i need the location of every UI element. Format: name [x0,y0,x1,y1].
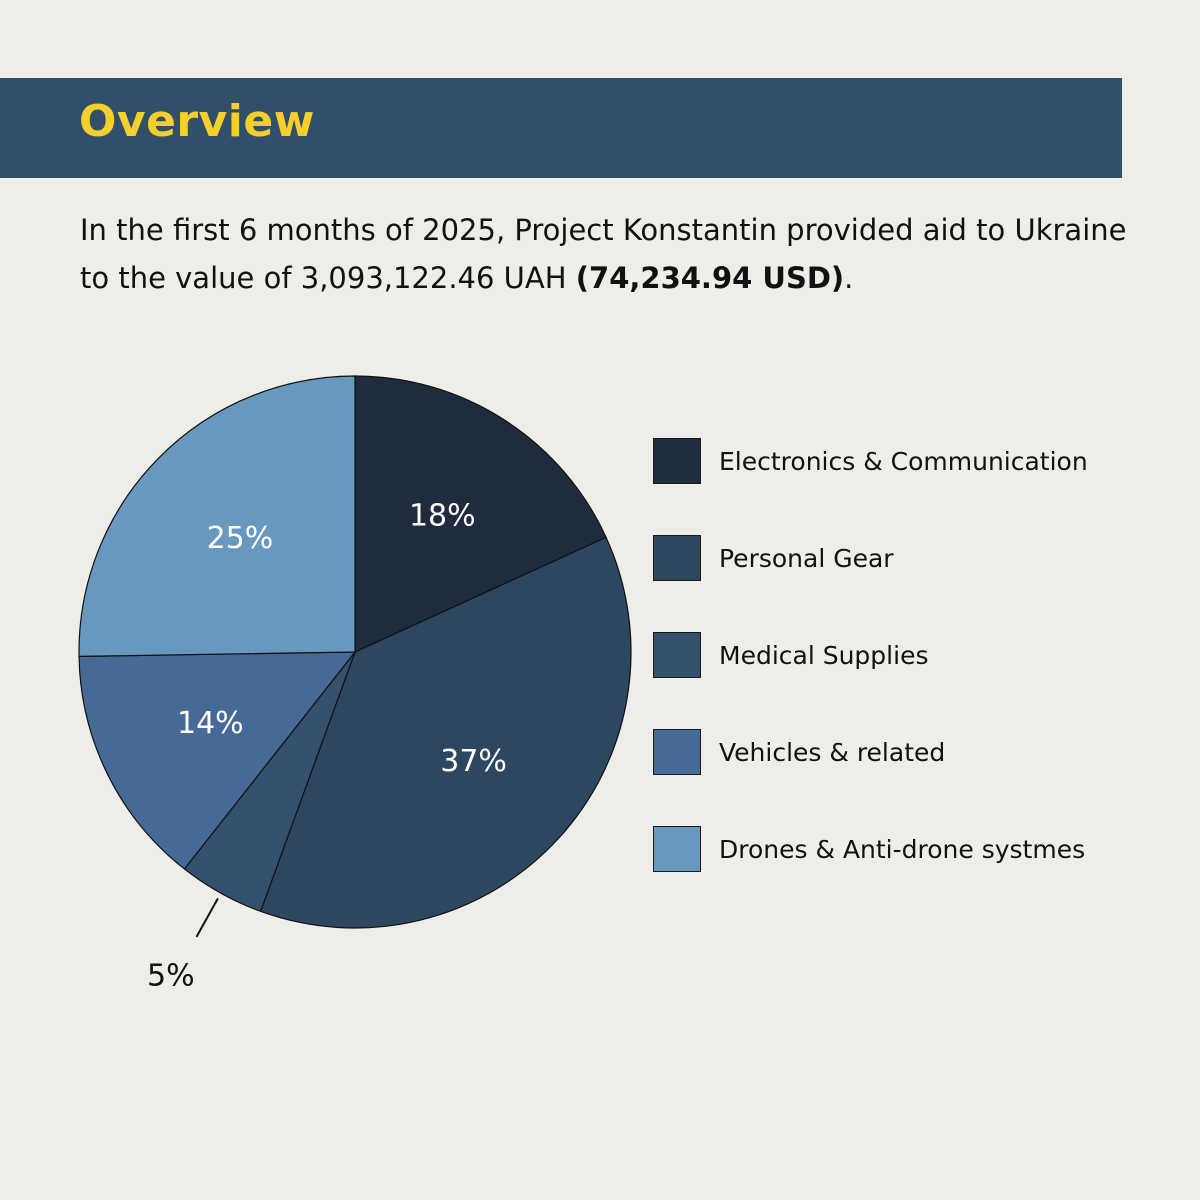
legend-item-0: Electronics & Communication [653,437,1088,485]
chart-legend: Electronics & Communication Personal Gear… [653,437,1088,922]
legend-label-1: Personal Gear [719,543,894,573]
pie-leader-line-2 [195,897,219,938]
legend-label-4: Drones & Anti-drone systmes [719,834,1086,864]
pie-label-0: 18% [409,499,476,534]
pie-slice-3 [78,651,357,870]
legend-swatch-1 [653,535,701,581]
legend-label-3: Vehicles & related [719,737,946,767]
intro-text: In the first 6 months of 2025, Project K… [80,206,1140,302]
legend-swatch-3 [653,729,701,775]
legend-item-1: Personal Gear [653,534,1088,582]
legend-item-4: Drones & Anti-drone systmes [653,825,1088,873]
pie-slice-0 [354,375,607,653]
legend-item-3: Vehicles & related [653,728,1088,776]
pie-label-4: 25% [207,521,274,556]
legend-swatch-0 [653,438,701,484]
legend-swatch-2 [653,632,701,678]
page-title: Overview [79,96,315,147]
legend-label-0: Electronics & Communication [719,446,1088,476]
pie-slice-4 [78,375,356,657]
intro-plain: In the first 6 months of 2025, Project K… [80,213,1127,295]
legend-item-2: Medical Supplies [653,631,1088,679]
legend-label-2: Medical Supplies [719,640,929,670]
pie-label-2: 5% [147,958,195,993]
pie-slice-1 [259,536,632,929]
pie-label-1: 37% [440,744,507,779]
pie-slices [78,375,632,929]
intro-usd-amount: (74,234.94 USD) [575,261,845,295]
intro-end: . [844,261,854,295]
pie-label-3: 14% [177,706,244,741]
legend-swatch-4 [653,826,701,872]
header-band [0,78,1122,178]
pie-labels: 18% 37% 5% 14% 25% [147,499,507,994]
